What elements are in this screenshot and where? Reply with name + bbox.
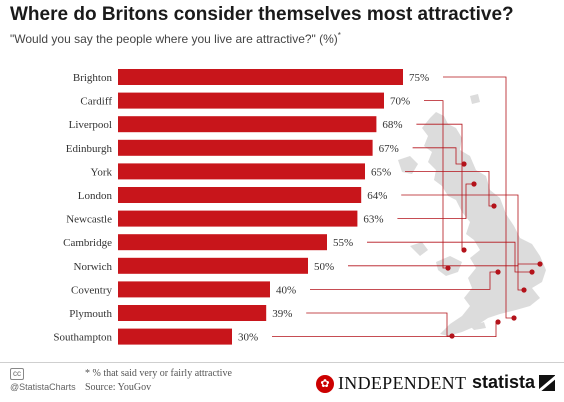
- value-label: 68%: [382, 119, 402, 131]
- map-connectors: [272, 76, 543, 339]
- city-pin: [511, 315, 517, 321]
- category-label: Edinburgh: [66, 143, 113, 155]
- bar: [118, 163, 365, 180]
- category-label: Plymouth: [69, 308, 112, 320]
- statista-mark-icon: [539, 374, 556, 391]
- connector-line: [348, 263, 540, 267]
- value-label: 40%: [276, 284, 296, 296]
- footnote: * % that said very or fairly attractive: [85, 368, 232, 379]
- bar: [118, 69, 403, 85]
- bar-chart: Brighton 75% Cardiff 70% Liverpool 68% Edinbur…: [53, 69, 546, 345]
- category-label: Southampton: [53, 332, 112, 344]
- value-label: 55%: [333, 237, 353, 249]
- bar: [118, 116, 377, 133]
- category-label: Norwich: [74, 261, 113, 273]
- eagle-icon: ✿: [316, 374, 334, 393]
- creative-commons-badge: cc: [10, 368, 24, 380]
- island-shape: [398, 156, 418, 174]
- value-label: 75%: [409, 72, 429, 84]
- city-pin: [445, 265, 451, 271]
- connector-line: [443, 76, 514, 319]
- value-label: 63%: [363, 214, 383, 226]
- city-pin: [491, 203, 497, 209]
- category-label: Coventry: [71, 284, 112, 296]
- value-label: 67%: [379, 143, 399, 155]
- bar: [118, 328, 232, 345]
- city-pin: [521, 287, 527, 293]
- category-label: Brighton: [73, 72, 113, 84]
- footer-divider: [0, 362, 564, 363]
- chart-subtitle: "Would you say the people where you live…: [10, 31, 341, 46]
- value-label: 64%: [367, 190, 387, 202]
- city-pin: [495, 269, 501, 275]
- city-pin: [537, 261, 543, 267]
- city-pin: [461, 247, 467, 253]
- bar: [118, 257, 308, 274]
- connector-line: [397, 183, 474, 220]
- statista-wordmark: statista: [472, 372, 536, 392]
- city-pin: [529, 269, 535, 275]
- independent-wordmark: INDEPENDENT: [338, 373, 467, 393]
- statista-handle[interactable]: @StatistaCharts: [10, 382, 76, 392]
- value-label: 65%: [371, 166, 391, 178]
- connector-line: [310, 271, 498, 290]
- source-note: Source: YouGov: [85, 382, 152, 393]
- city-pin: [495, 319, 501, 325]
- subtitle-text: "Would you say the people where you live…: [10, 32, 338, 46]
- independent-logo: ✿ INDEPENDENT: [316, 373, 466, 394]
- value-label: 50%: [314, 261, 334, 273]
- category-label: Newcastle: [66, 214, 112, 226]
- value-label: 30%: [238, 332, 258, 344]
- chart-title: Where do Britons consider themselves mos…: [10, 4, 514, 25]
- category-label: London: [78, 190, 113, 202]
- island-shape: [470, 322, 486, 330]
- bar: [118, 281, 270, 298]
- category-label: Cambridge: [63, 237, 112, 249]
- uk-map: [398, 94, 546, 336]
- bar: [118, 187, 362, 203]
- connector-line: [306, 312, 452, 337]
- statista-logo: statista: [472, 372, 556, 393]
- connector-line: [412, 147, 464, 165]
- bar: [118, 305, 267, 321]
- island-shape: [470, 94, 480, 104]
- bar: [118, 92, 384, 109]
- value-label: 70%: [390, 96, 410, 108]
- connector-line: [401, 194, 524, 291]
- city-pin: [471, 181, 477, 187]
- bar-series: Brighton 75% Cardiff 70% Liverpool 68% Edinbur…: [53, 69, 429, 345]
- bar: [118, 234, 327, 251]
- category-label: Liverpool: [69, 119, 112, 131]
- bar: [118, 139, 373, 156]
- value-label: 39%: [272, 308, 292, 320]
- great-britain-shape: [422, 112, 546, 336]
- city-pin: [461, 161, 467, 167]
- subtitle-footnote-mark: *: [337, 31, 341, 40]
- category-label: Cardiff: [80, 96, 112, 108]
- island-shape: [410, 242, 428, 256]
- connector-line: [367, 241, 532, 273]
- bar: [118, 210, 358, 227]
- city-pin: [449, 333, 455, 339]
- category-label: York: [90, 166, 112, 178]
